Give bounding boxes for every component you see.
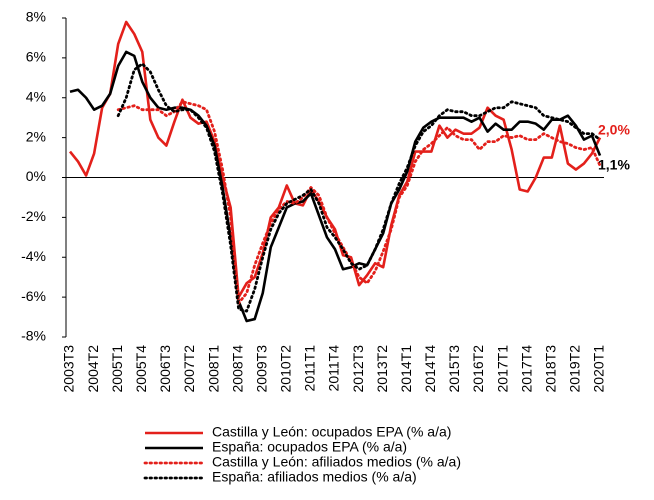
x-tick-label: 2006T3 <box>157 345 173 393</box>
y-tick-label: -2% <box>21 208 46 224</box>
y-tick-label: -8% <box>21 328 46 344</box>
y-tick-label: 4% <box>26 88 46 104</box>
y-tick-label: -4% <box>21 248 46 264</box>
y-tick-label: 2% <box>26 128 46 144</box>
legend-label: Castilla y León: ocupados EPA (% a/a) <box>212 424 451 440</box>
legend-label: Castilla y León: afiliados medios (% a/a… <box>212 454 461 470</box>
x-tick-label: 2016T2 <box>470 345 486 393</box>
x-tick-label: 2014T1 <box>398 345 414 393</box>
y-tick-label: 0% <box>26 168 46 184</box>
legend-label: España: afiliados medios (% a/a) <box>212 469 417 485</box>
x-tick-label: 2011T1 <box>302 345 318 392</box>
y-tick-label: 6% <box>26 49 46 65</box>
x-tick-label: 2011T4 <box>326 345 342 392</box>
legend-label: España: ocupados EPA (% a/a) <box>212 439 407 455</box>
x-tick-label: 2005T4 <box>133 345 149 393</box>
series-line <box>68 20 602 299</box>
annotation: 2,0% <box>598 122 630 138</box>
series-line <box>116 100 602 305</box>
x-tick-label: 2008T1 <box>205 345 221 393</box>
annotation: 1,1% <box>598 157 630 173</box>
x-tick-label: 2004T2 <box>85 345 101 393</box>
x-tick-label: 2017T1 <box>494 345 510 393</box>
x-tick-label: 2009T3 <box>253 345 269 393</box>
y-tick-label: -6% <box>21 288 46 304</box>
x-tick-label: 2020T1 <box>591 345 607 393</box>
x-tick-label: 2003T3 <box>61 345 77 393</box>
x-tick-label: 2012T3 <box>350 345 366 393</box>
x-tick-label: 2010T2 <box>278 345 294 393</box>
x-tick-label: 2007T2 <box>181 345 197 393</box>
x-tick-label: 2013T2 <box>374 345 390 393</box>
x-tick-label: 2017T4 <box>518 345 534 393</box>
x-tick-label: 2019T2 <box>567 345 583 393</box>
series-line <box>69 50 602 323</box>
x-tick-label: 2018T3 <box>543 345 559 393</box>
y-tick-label: 8% <box>26 9 46 25</box>
x-tick-label: 2014T4 <box>422 345 438 393</box>
x-tick-label: 2008T4 <box>229 345 245 393</box>
x-tick-label: 2005T1 <box>109 345 125 393</box>
x-tick-label: 2015T3 <box>446 345 462 393</box>
series-line <box>116 62 602 313</box>
